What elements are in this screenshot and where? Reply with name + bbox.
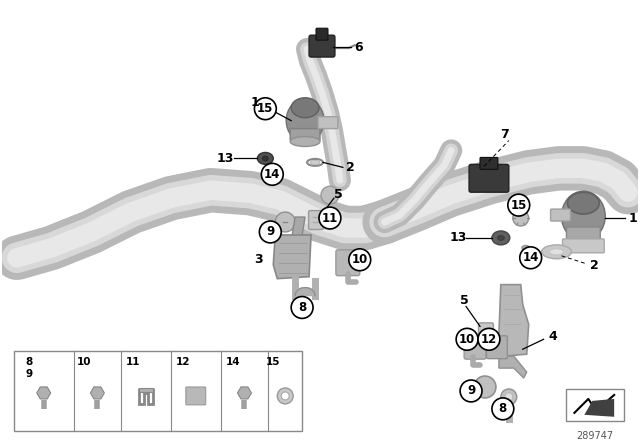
FancyBboxPatch shape xyxy=(479,323,493,342)
Ellipse shape xyxy=(492,231,510,245)
Polygon shape xyxy=(36,387,51,399)
Text: 11: 11 xyxy=(126,357,141,367)
Polygon shape xyxy=(584,399,614,417)
Ellipse shape xyxy=(275,212,295,232)
Ellipse shape xyxy=(505,393,513,401)
Text: 15: 15 xyxy=(266,357,280,367)
Ellipse shape xyxy=(513,210,529,226)
Text: 3: 3 xyxy=(254,253,262,266)
Ellipse shape xyxy=(290,137,320,146)
FancyBboxPatch shape xyxy=(318,116,338,129)
Polygon shape xyxy=(139,388,153,392)
Text: 10: 10 xyxy=(77,357,91,367)
Text: 8: 8 xyxy=(26,357,33,367)
FancyBboxPatch shape xyxy=(550,209,570,221)
Text: 14: 14 xyxy=(225,357,240,367)
Ellipse shape xyxy=(497,236,504,241)
Text: 8: 8 xyxy=(499,402,507,415)
Polygon shape xyxy=(292,217,305,235)
Text: 15: 15 xyxy=(511,198,527,211)
Ellipse shape xyxy=(291,98,319,118)
Text: 9: 9 xyxy=(26,369,33,379)
Ellipse shape xyxy=(561,191,605,241)
Circle shape xyxy=(291,297,313,319)
Polygon shape xyxy=(237,387,252,399)
Text: 12: 12 xyxy=(481,333,497,346)
FancyBboxPatch shape xyxy=(480,157,498,169)
Circle shape xyxy=(460,380,482,402)
FancyBboxPatch shape xyxy=(469,164,509,192)
Circle shape xyxy=(259,221,281,243)
Text: 9: 9 xyxy=(467,384,475,397)
FancyBboxPatch shape xyxy=(316,28,328,40)
Polygon shape xyxy=(273,235,311,279)
Circle shape xyxy=(520,247,541,269)
Text: 289747: 289747 xyxy=(577,431,614,441)
Text: 4: 4 xyxy=(548,330,557,343)
Text: 13: 13 xyxy=(217,152,234,165)
Text: 10: 10 xyxy=(459,333,476,346)
Text: 9: 9 xyxy=(266,225,275,238)
Circle shape xyxy=(261,164,284,185)
Text: 10: 10 xyxy=(351,253,368,266)
Ellipse shape xyxy=(281,392,289,400)
Text: 5: 5 xyxy=(460,294,468,307)
Ellipse shape xyxy=(541,245,572,259)
Text: 7: 7 xyxy=(500,128,509,141)
Text: 12: 12 xyxy=(176,357,190,367)
Circle shape xyxy=(319,207,341,229)
FancyBboxPatch shape xyxy=(486,336,508,359)
FancyBboxPatch shape xyxy=(186,387,205,405)
Text: 5: 5 xyxy=(333,188,342,201)
Circle shape xyxy=(478,328,500,350)
Text: 15: 15 xyxy=(257,102,273,115)
FancyBboxPatch shape xyxy=(308,211,323,229)
Ellipse shape xyxy=(286,99,324,142)
Ellipse shape xyxy=(277,388,293,404)
Polygon shape xyxy=(90,387,104,399)
FancyBboxPatch shape xyxy=(14,351,302,431)
Circle shape xyxy=(255,98,276,120)
Ellipse shape xyxy=(522,246,530,250)
Ellipse shape xyxy=(568,192,599,214)
Ellipse shape xyxy=(501,389,516,405)
Circle shape xyxy=(508,194,530,216)
FancyBboxPatch shape xyxy=(566,389,624,421)
Ellipse shape xyxy=(550,249,563,255)
Ellipse shape xyxy=(310,160,320,164)
Circle shape xyxy=(492,398,514,420)
Text: 14: 14 xyxy=(522,251,539,264)
Polygon shape xyxy=(499,284,529,356)
Circle shape xyxy=(456,328,478,350)
FancyBboxPatch shape xyxy=(309,35,335,57)
FancyBboxPatch shape xyxy=(336,250,360,276)
FancyBboxPatch shape xyxy=(290,129,320,141)
Text: 8: 8 xyxy=(298,301,306,314)
Text: 2: 2 xyxy=(346,161,355,174)
Text: 2: 2 xyxy=(590,259,598,272)
Ellipse shape xyxy=(321,186,339,204)
Text: 14: 14 xyxy=(264,168,280,181)
Polygon shape xyxy=(499,356,527,378)
Ellipse shape xyxy=(257,152,273,164)
FancyBboxPatch shape xyxy=(563,239,604,253)
FancyBboxPatch shape xyxy=(566,227,600,239)
Circle shape xyxy=(349,249,371,271)
Ellipse shape xyxy=(262,156,268,161)
Ellipse shape xyxy=(474,376,496,398)
FancyBboxPatch shape xyxy=(464,337,486,359)
Text: 11: 11 xyxy=(322,211,338,224)
Text: 1: 1 xyxy=(251,96,260,109)
Text: 13: 13 xyxy=(449,232,467,245)
Polygon shape xyxy=(295,288,315,296)
Text: 6: 6 xyxy=(355,41,363,54)
Text: 1: 1 xyxy=(628,211,637,224)
